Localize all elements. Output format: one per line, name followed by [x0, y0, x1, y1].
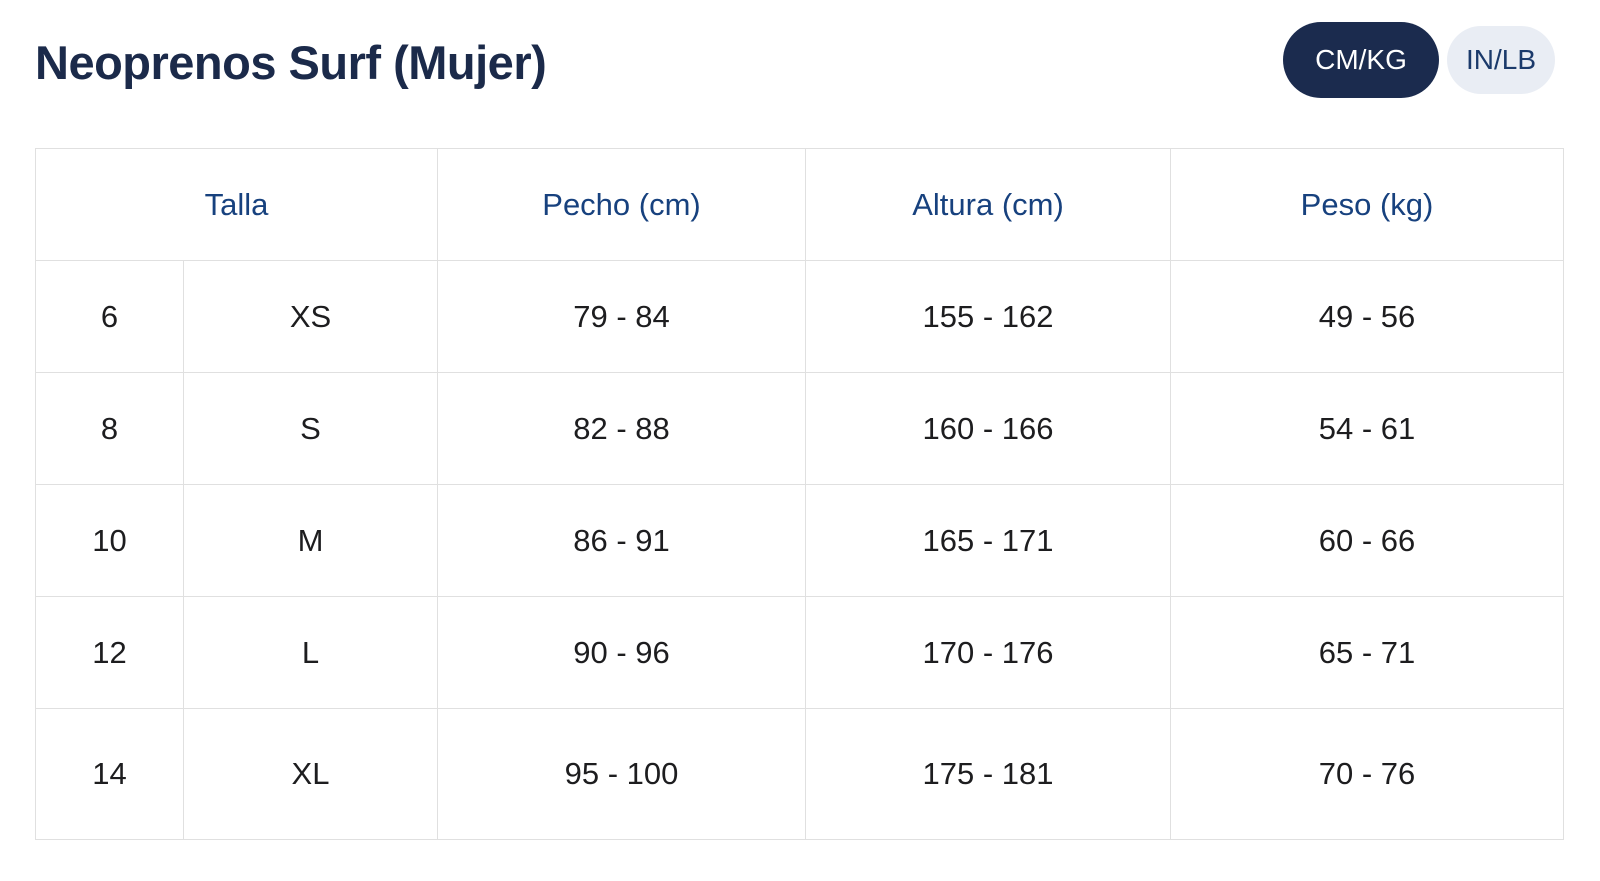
- cell-height-range: 160 - 166: [805, 372, 1172, 485]
- column-header-talla: Talla: [34, 148, 439, 261]
- cell-weight-range: 60 - 66: [1170, 484, 1565, 597]
- cell-height-range: 170 - 176: [805, 596, 1172, 709]
- unit-toggle: CM/KG IN/LB: [1283, 22, 1555, 98]
- cell-weight-range: 54 - 61: [1170, 372, 1565, 485]
- cell-chest-range: 95 - 100: [437, 708, 807, 840]
- cell-height-range: 165 - 171: [805, 484, 1172, 597]
- cell-height-range: 155 - 162: [805, 260, 1172, 373]
- column-header-peso: Peso (kg): [1170, 148, 1565, 261]
- cell-height-range: 175 - 181: [805, 708, 1172, 840]
- column-header-altura: Altura (cm): [805, 148, 1172, 261]
- cell-chest-range: 90 - 96: [437, 596, 807, 709]
- table-row: 12 L 90 - 96 170 - 176 65 - 71: [35, 596, 1565, 709]
- cell-size-letter: XS: [182, 260, 439, 373]
- cell-chest-range: 86 - 91: [437, 484, 807, 597]
- cell-weight-range: 65 - 71: [1170, 596, 1565, 709]
- unit-toggle-cmkg-button[interactable]: CM/KG: [1283, 22, 1439, 98]
- cell-size-number: 6: [35, 260, 184, 373]
- cell-size-number: 8: [35, 372, 184, 485]
- cell-size-number: 12: [35, 596, 184, 709]
- table-row: 8 S 82 - 88 160 - 166 54 - 61: [35, 372, 1565, 485]
- cell-size-letter: L: [182, 596, 439, 709]
- page-title: Neoprenos Surf (Mujer): [35, 35, 547, 89]
- cell-chest-range: 79 - 84: [437, 260, 807, 373]
- size-chart-table: Talla Pecho (cm) Altura (cm) Peso (kg) 6…: [34, 148, 1565, 840]
- cell-weight-range: 49 - 56: [1170, 260, 1565, 373]
- table-row: 10 M 86 - 91 165 - 171 60 - 66: [35, 484, 1565, 597]
- cell-size-letter: M: [182, 484, 439, 597]
- column-header-pecho: Pecho (cm): [437, 148, 807, 261]
- cell-size-number: 14: [35, 708, 184, 840]
- cell-weight-range: 70 - 76: [1170, 708, 1565, 840]
- page-header: Neoprenos Surf (Mujer) CM/KG IN/LB: [35, 0, 1555, 120]
- cell-size-letter: S: [182, 372, 439, 485]
- cell-size-letter: XL: [182, 708, 439, 840]
- table-row: 14 XL 95 - 100 175 - 181 70 - 76: [35, 708, 1565, 840]
- unit-toggle-inlb-button[interactable]: IN/LB: [1447, 26, 1555, 94]
- table-row: 6 XS 79 - 84 155 - 162 49 - 56: [35, 260, 1565, 373]
- cell-chest-range: 82 - 88: [437, 372, 807, 485]
- table-header-row: Talla Pecho (cm) Altura (cm) Peso (kg): [34, 148, 1565, 261]
- cell-size-number: 10: [35, 484, 184, 597]
